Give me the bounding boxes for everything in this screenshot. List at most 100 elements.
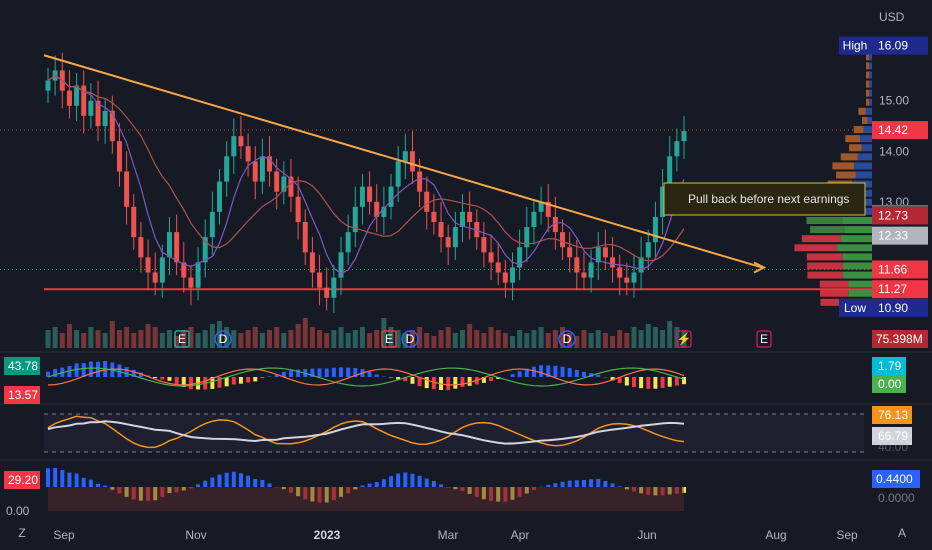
candle[interactable] (131, 206, 137, 238)
candle[interactable] (495, 262, 501, 273)
candle[interactable] (467, 211, 473, 222)
candle[interactable] (552, 216, 558, 233)
candle[interactable] (624, 277, 630, 283)
candle[interactable] (538, 201, 544, 212)
candle[interactable] (667, 156, 673, 187)
annotation-box[interactable] (663, 182, 866, 216)
candle[interactable] (652, 216, 658, 243)
candle[interactable] (252, 161, 258, 182)
candle[interactable] (181, 262, 187, 278)
earnings-marker[interactable] (174, 330, 190, 348)
candle[interactable] (438, 222, 444, 238)
candle[interactable] (88, 100, 94, 116)
candle[interactable] (295, 196, 301, 222)
candle[interactable] (359, 186, 365, 207)
candle[interactable] (509, 267, 515, 283)
candle[interactable] (159, 257, 165, 283)
candle[interactable] (331, 277, 337, 298)
candle[interactable] (638, 257, 644, 273)
candle[interactable] (66, 90, 72, 106)
candle[interactable] (352, 206, 358, 233)
candle[interactable] (109, 110, 115, 142)
candle[interactable] (217, 181, 223, 212)
candle[interactable] (174, 232, 180, 263)
candle[interactable] (431, 211, 437, 222)
candle[interactable] (374, 201, 380, 217)
earnings-marker[interactable] (381, 330, 397, 348)
dividend-marker[interactable] (401, 330, 419, 348)
candle[interactable] (560, 232, 566, 248)
split-marker[interactable] (676, 330, 692, 348)
candle[interactable] (481, 237, 487, 253)
candle[interactable] (674, 141, 680, 157)
candle[interactable] (660, 186, 666, 217)
candle[interactable] (531, 211, 537, 228)
candle[interactable] (202, 237, 208, 263)
candle[interactable] (381, 206, 387, 217)
candle[interactable] (417, 171, 423, 192)
candle[interactable] (116, 141, 122, 172)
candle[interactable] (517, 247, 523, 268)
candle[interactable] (402, 151, 408, 162)
candle[interactable] (224, 156, 230, 182)
candle[interactable] (545, 201, 551, 217)
candle[interactable] (424, 191, 430, 212)
candle[interactable] (574, 257, 580, 273)
candle[interactable] (281, 176, 287, 192)
candle[interactable] (524, 227, 530, 248)
candle[interactable] (288, 176, 294, 197)
candle[interactable] (238, 136, 244, 147)
earnings-marker[interactable] (756, 330, 772, 348)
candle[interactable] (145, 257, 151, 273)
candle[interactable] (81, 85, 87, 116)
auto-scale-button[interactable]: A (898, 526, 906, 540)
dividend-marker[interactable] (214, 330, 232, 348)
candle[interactable] (95, 100, 101, 126)
candle[interactable] (602, 247, 608, 258)
candle[interactable] (302, 222, 308, 253)
candle[interactable] (617, 267, 623, 278)
candle[interactable] (231, 136, 237, 157)
candle[interactable] (317, 272, 323, 288)
z-button[interactable]: Z (18, 526, 25, 540)
candle[interactable] (345, 232, 351, 253)
candle[interactable] (274, 171, 280, 192)
candle[interactable] (610, 257, 616, 268)
candle[interactable] (267, 156, 273, 172)
candle[interactable] (631, 272, 637, 283)
candle[interactable] (581, 272, 587, 278)
candle[interactable] (166, 232, 172, 258)
candle[interactable] (567, 247, 573, 258)
dividend-marker[interactable] (558, 330, 576, 348)
candle[interactable] (588, 262, 594, 278)
candle[interactable] (259, 156, 265, 182)
candle[interactable] (138, 237, 144, 258)
candle[interactable] (595, 247, 601, 263)
candle[interactable] (45, 80, 51, 91)
candle[interactable] (645, 242, 651, 258)
candle[interactable] (388, 186, 394, 207)
trendline[interactable] (43, 54, 763, 269)
candle[interactable] (474, 222, 480, 238)
candle[interactable] (74, 85, 80, 106)
candle[interactable] (152, 272, 158, 283)
candle[interactable] (445, 237, 451, 248)
candle[interactable] (209, 211, 215, 238)
candle[interactable] (395, 161, 401, 187)
candle[interactable] (502, 272, 508, 283)
candle[interactable] (681, 131, 687, 142)
candle[interactable] (324, 287, 330, 298)
candle[interactable] (124, 171, 130, 207)
candle[interactable] (102, 110, 108, 126)
candle[interactable] (245, 146, 251, 162)
candle[interactable] (338, 252, 344, 278)
candle[interactable] (188, 277, 194, 288)
candle[interactable] (309, 252, 315, 273)
candle[interactable] (459, 211, 465, 228)
candle[interactable] (452, 227, 458, 248)
candle[interactable] (488, 252, 494, 263)
candle[interactable] (409, 151, 415, 172)
candle[interactable] (195, 262, 201, 288)
candle[interactable] (367, 186, 373, 202)
